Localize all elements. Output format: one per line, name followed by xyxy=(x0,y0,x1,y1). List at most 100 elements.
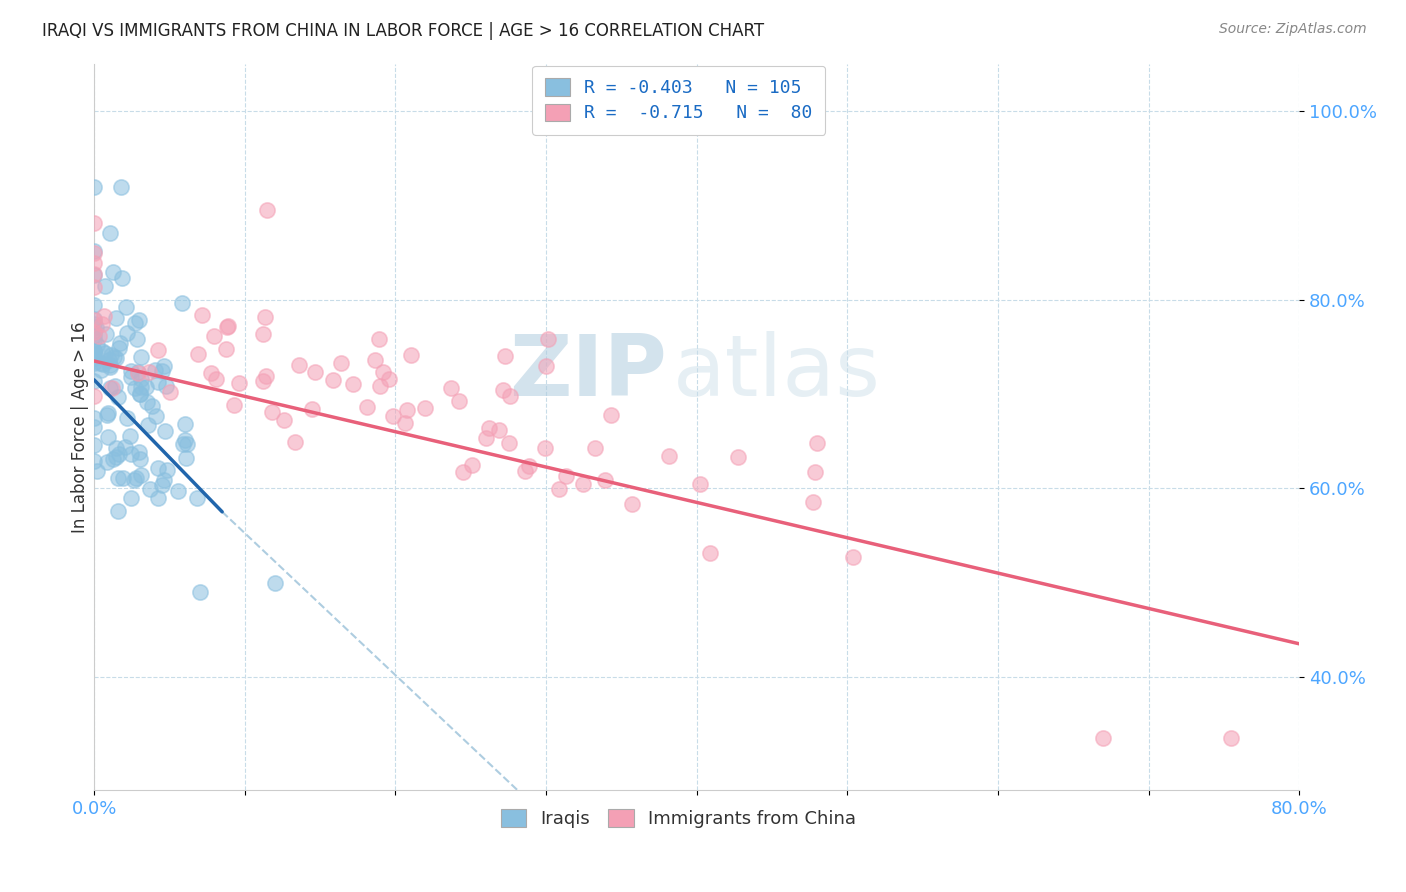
Point xyxy=(515,464,537,478)
Text: ZIP: ZIP xyxy=(509,331,666,414)
Point xyxy=(101,452,124,467)
Point xyxy=(110,179,132,194)
Point xyxy=(842,549,865,564)
Point xyxy=(572,477,595,491)
Point xyxy=(150,363,173,377)
Point xyxy=(83,179,105,194)
Point xyxy=(83,325,105,339)
Point xyxy=(174,450,197,465)
Point xyxy=(138,365,160,379)
Point xyxy=(172,295,194,310)
Point xyxy=(83,346,105,360)
Point xyxy=(125,471,148,485)
Point xyxy=(83,329,105,343)
Point xyxy=(83,317,105,331)
Point xyxy=(356,400,378,414)
Point xyxy=(83,420,105,434)
Point xyxy=(120,447,142,461)
Point xyxy=(83,216,105,230)
Point xyxy=(188,585,211,599)
Point xyxy=(155,379,177,393)
Point xyxy=(86,464,108,478)
Point xyxy=(167,484,190,499)
Point xyxy=(83,454,105,468)
Point xyxy=(499,389,522,403)
Point xyxy=(252,326,274,341)
Point xyxy=(83,411,105,425)
Point xyxy=(173,417,195,432)
Point xyxy=(256,203,278,218)
Point xyxy=(583,441,606,455)
Point xyxy=(342,376,364,391)
Text: Source: ZipAtlas.com: Source: ZipAtlas.com xyxy=(1219,22,1367,37)
Point xyxy=(101,381,124,395)
Point xyxy=(394,417,416,431)
Point xyxy=(83,343,105,358)
Point xyxy=(107,390,129,404)
Point xyxy=(128,313,150,327)
Point xyxy=(141,399,163,413)
Point xyxy=(498,436,520,450)
Point xyxy=(217,319,239,334)
Point xyxy=(284,434,307,449)
Point xyxy=(122,473,145,487)
Point xyxy=(152,473,174,487)
Point xyxy=(97,430,120,444)
Point xyxy=(215,343,238,357)
Point xyxy=(806,435,828,450)
Point xyxy=(1092,731,1115,745)
Point xyxy=(129,372,152,386)
Point xyxy=(98,358,121,372)
Point xyxy=(136,418,159,433)
Point xyxy=(110,335,132,350)
Point xyxy=(107,447,129,461)
Point xyxy=(111,270,134,285)
Point xyxy=(156,463,179,477)
Point xyxy=(461,458,484,472)
Point xyxy=(120,491,142,505)
Point xyxy=(205,372,228,386)
Point xyxy=(447,393,470,408)
Point xyxy=(129,350,152,364)
Point xyxy=(120,370,142,384)
Point xyxy=(135,380,157,394)
Point xyxy=(689,477,711,491)
Point xyxy=(128,451,150,466)
Point xyxy=(148,376,170,390)
Point xyxy=(105,441,128,455)
Point xyxy=(191,308,214,322)
Point xyxy=(100,348,122,362)
Point xyxy=(148,343,170,357)
Point xyxy=(114,441,136,455)
Point xyxy=(378,372,401,386)
Point xyxy=(83,389,105,403)
Point xyxy=(153,424,176,438)
Point xyxy=(204,328,226,343)
Point xyxy=(555,469,578,483)
Point xyxy=(537,332,560,346)
Point xyxy=(98,226,121,240)
Point xyxy=(83,267,105,281)
Point xyxy=(107,471,129,485)
Text: IRAQI VS IMMIGRANTS FROM CHINA IN LABOR FORCE | AGE > 16 CORRELATION CHART: IRAQI VS IMMIGRANTS FROM CHINA IN LABOR … xyxy=(42,22,765,40)
Point xyxy=(83,255,105,269)
Point xyxy=(83,344,105,359)
Point xyxy=(124,316,146,330)
Point xyxy=(801,495,824,509)
Point xyxy=(97,406,120,420)
Point xyxy=(84,319,107,334)
Point xyxy=(658,449,681,463)
Point xyxy=(83,356,105,370)
Point xyxy=(288,358,311,372)
Point xyxy=(127,365,149,379)
Point xyxy=(96,454,118,468)
Point xyxy=(371,365,394,379)
Point xyxy=(83,313,105,327)
Point xyxy=(534,442,557,456)
Point xyxy=(146,460,169,475)
Point xyxy=(139,483,162,497)
Point xyxy=(115,301,138,315)
Point xyxy=(83,333,105,347)
Point xyxy=(98,360,121,375)
Text: atlas: atlas xyxy=(672,331,880,414)
